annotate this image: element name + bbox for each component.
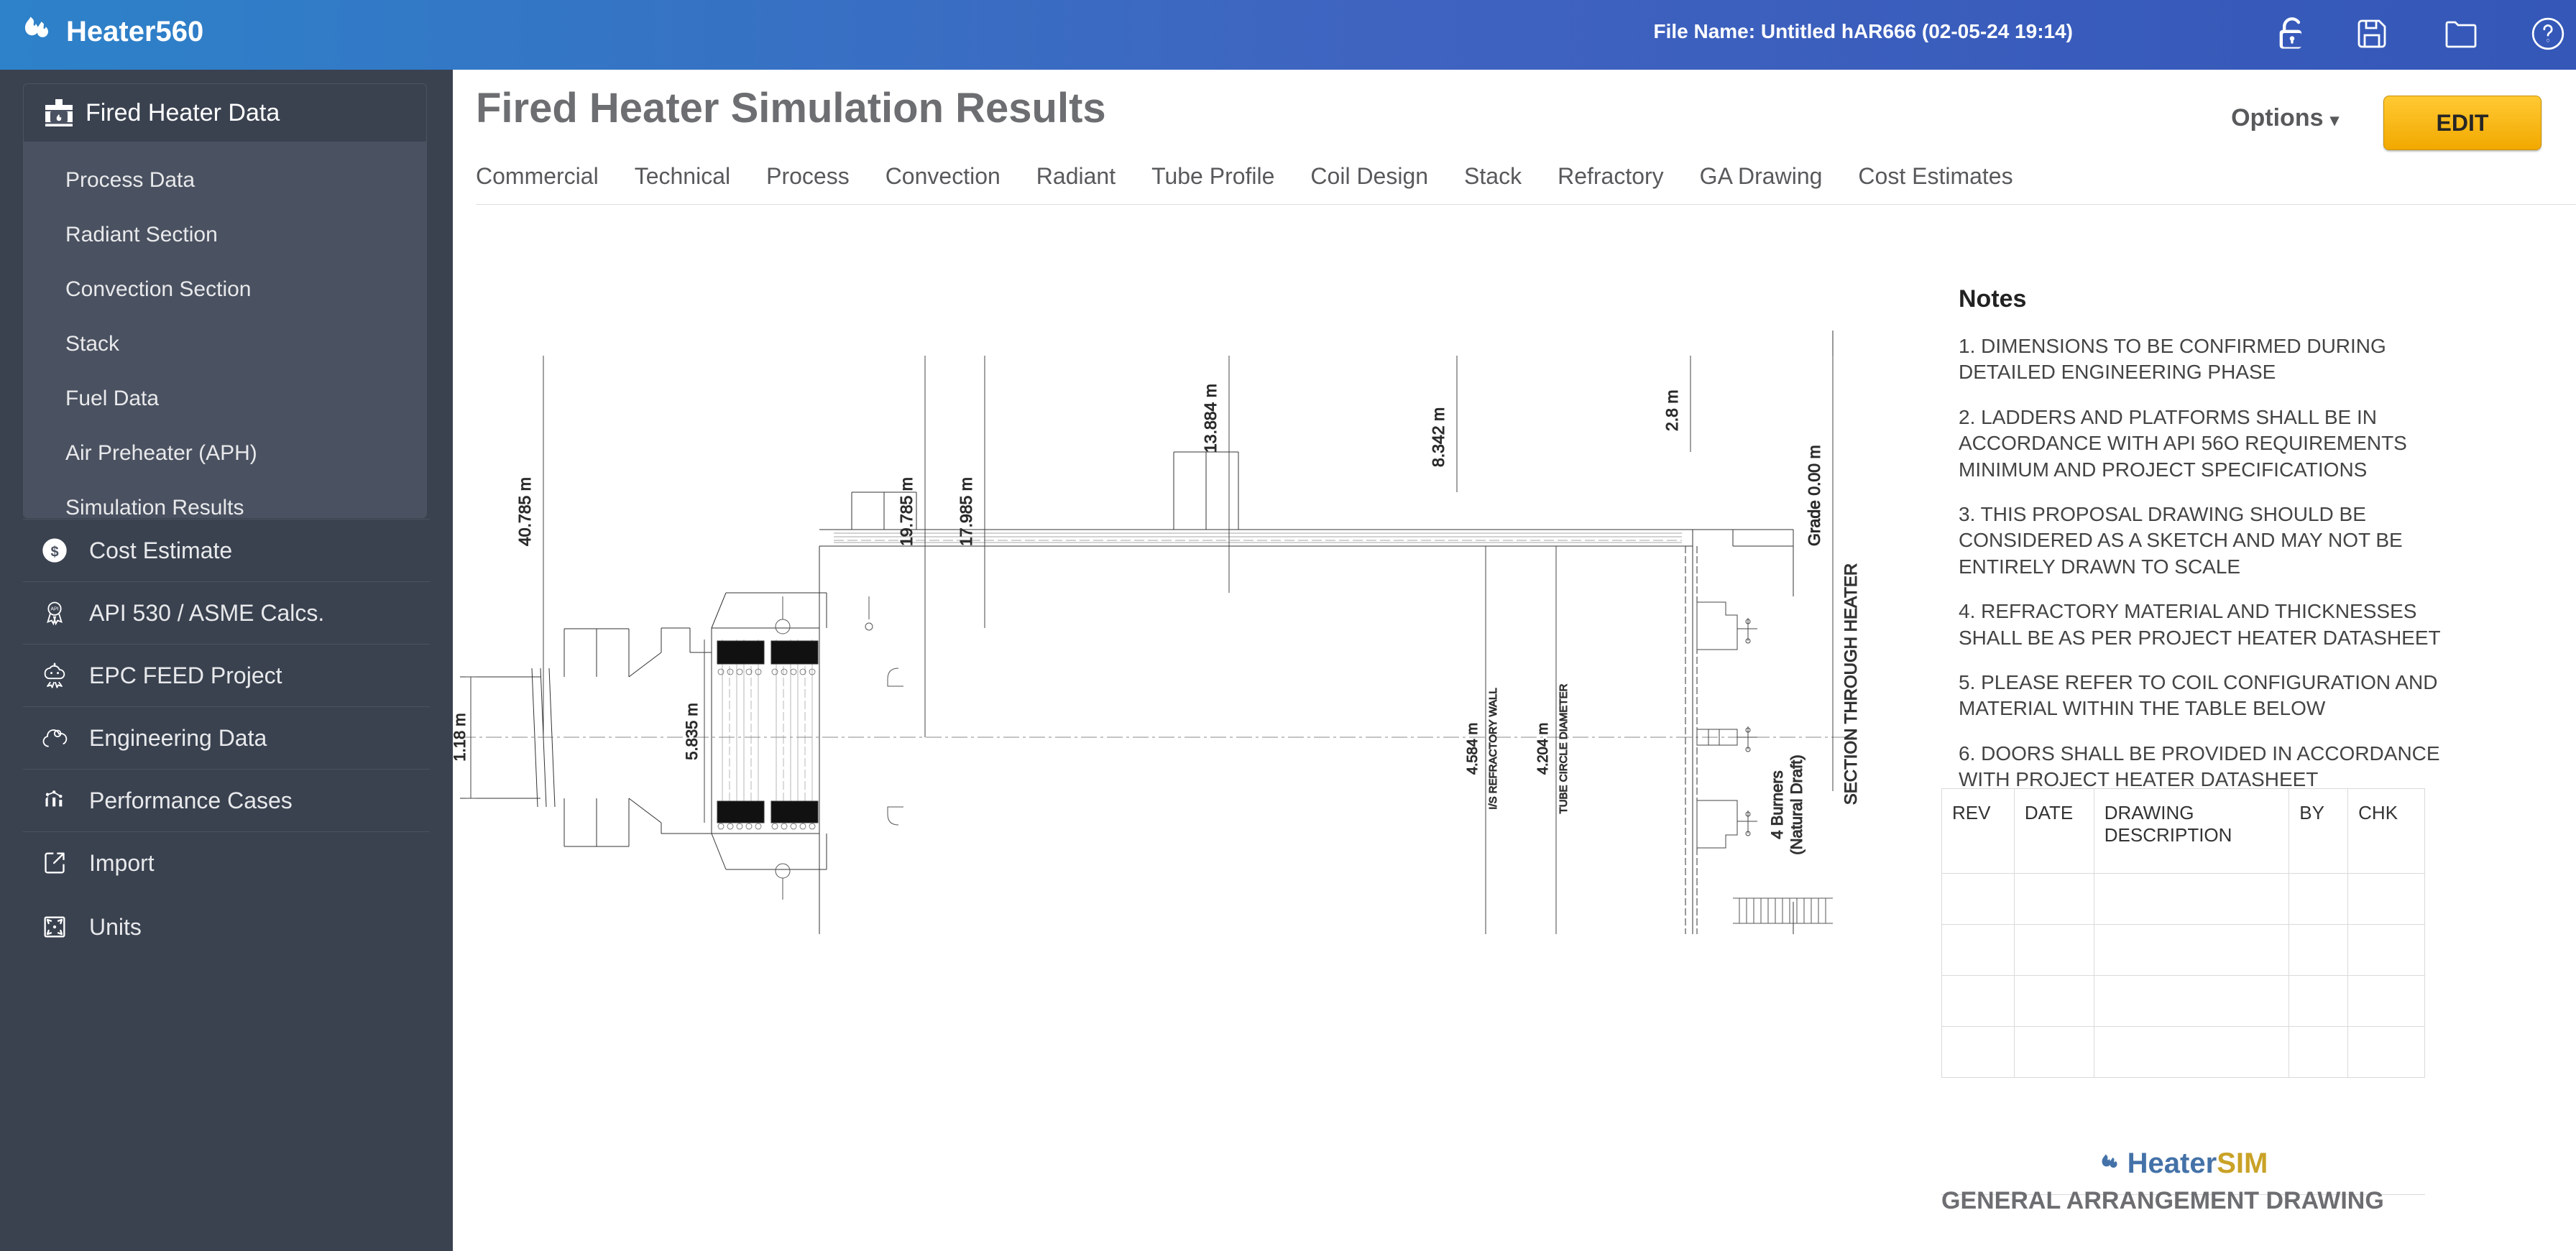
svg-text:Grade 0.00 m: Grade 0.00 m	[1805, 445, 1823, 546]
svg-text:SECTION THROUGH HEATER: SECTION THROUGH HEATER	[1841, 563, 1861, 805]
svg-text:19.785 m: 19.785 m	[897, 477, 916, 546]
svg-text:1.18 m: 1.18 m	[451, 713, 469, 761]
svg-text:13.884 m: 13.884 m	[1201, 384, 1220, 453]
svg-text:8.342 m: 8.342 m	[1429, 407, 1448, 467]
svg-text:4 Burners: 4 Burners	[1768, 770, 1786, 839]
svg-text:API: API	[50, 607, 58, 612]
svg-text:$: $	[50, 544, 58, 560]
svg-text:I/S REFRACTORY WALL: I/S REFRACTORY WALL	[1487, 688, 1499, 810]
svg-text:4.204 m: 4.204 m	[1535, 723, 1551, 775]
svg-text:40.785 m: 40.785 m	[515, 477, 534, 546]
svg-text:4.584 m: 4.584 m	[1465, 723, 1481, 775]
svg-text:17.985 m: 17.985 m	[957, 477, 975, 546]
svg-text:(Natural Draft): (Natural Draft)	[1788, 754, 1806, 854]
svg-text:2.8 m: 2.8 m	[1662, 389, 1681, 431]
svg-text:TUBE CIRCLE DIAMETER: TUBE CIRCLE DIAMETER	[1558, 683, 1570, 813]
svg-text:5.835 m: 5.835 m	[683, 703, 701, 760]
